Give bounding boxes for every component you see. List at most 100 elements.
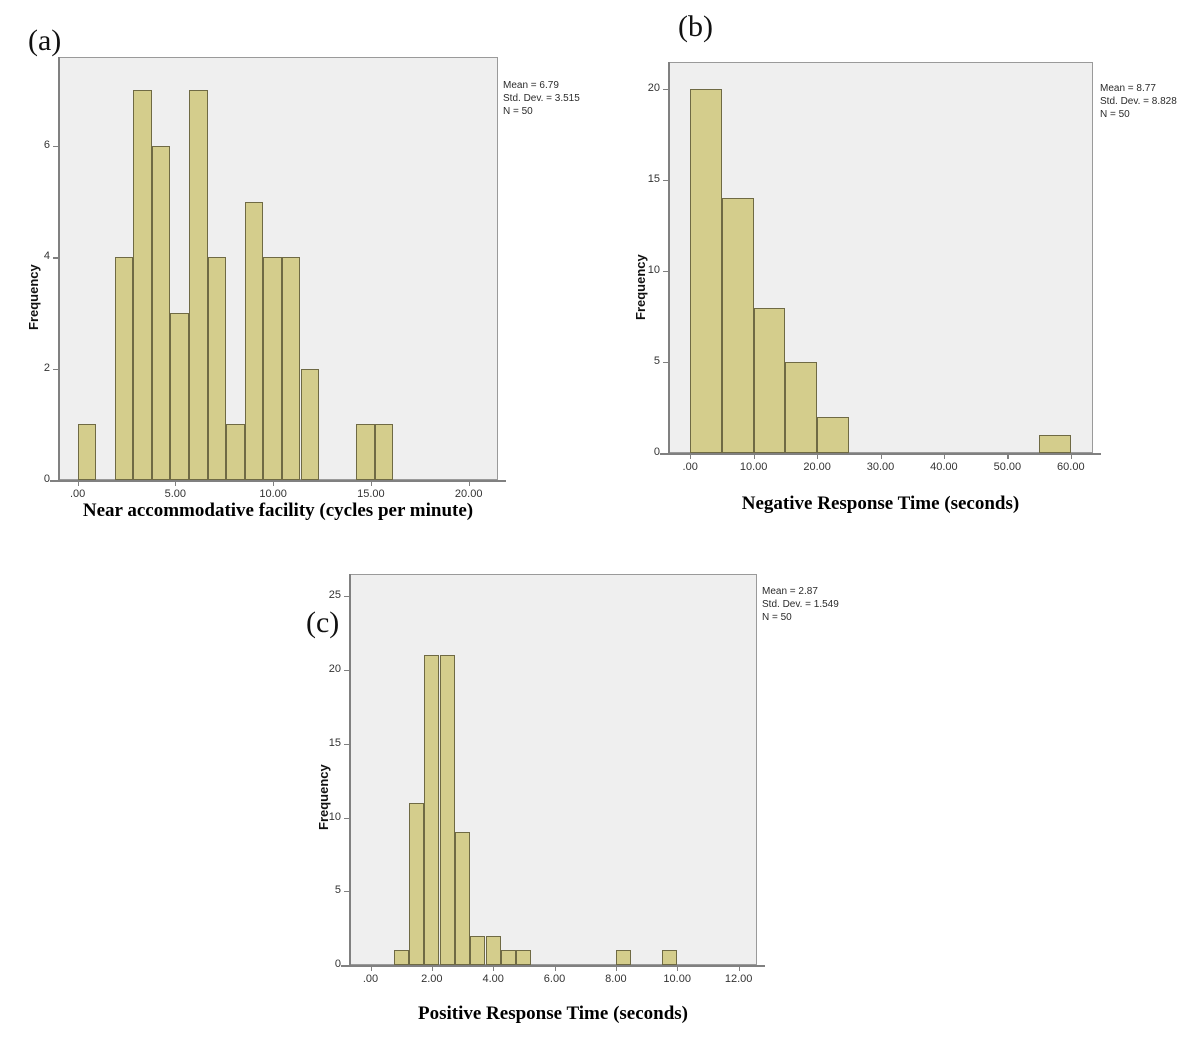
y-axis-tick-label: 25 <box>328 589 341 602</box>
x-axis-tick-label: .00 <box>69 488 86 500</box>
histogram-bar <box>189 90 208 480</box>
panel-b-mean: Mean = 8.77 <box>1100 83 1156 94</box>
panel-a-x-axis-label: Near accommodative facility (cycles per … <box>82 500 474 521</box>
x-axis-tick <box>370 480 373 486</box>
x-axis-tick-label: .00 <box>362 973 379 985</box>
x-axis-tick-label: 15.00 <box>357 488 385 500</box>
panel-b-x-axis-label: Negative Response Time (seconds) <box>741 493 1020 514</box>
panel-a-n: N = 50 <box>503 105 533 117</box>
histogram-bar <box>615 950 632 965</box>
panel-a-letter: (a) <box>28 24 62 57</box>
panel-a-std-dev: Std. Dev. = 3.515 <box>503 92 580 104</box>
x-axis-tick-label: .00 <box>682 461 698 473</box>
y-axis-tick-label: 4 <box>43 250 50 263</box>
y-axis-tick <box>344 743 350 745</box>
x-axis-tick-label: 2.00 <box>421 973 443 985</box>
x-axis-line <box>50 480 506 482</box>
x-axis-tick-label: 20.00 <box>803 461 831 473</box>
x-axis-tick <box>943 453 946 459</box>
x-axis-tick-label: 8.00 <box>605 973 627 985</box>
panel-c-n: N = 50 <box>762 611 792 623</box>
panel-b-std-dev: Std. Dev. = 8.828 <box>1100 95 1177 107</box>
x-axis-tick <box>753 453 755 459</box>
histogram-bar <box>661 950 678 965</box>
x-axis-tick-label: 10.00 <box>739 461 768 473</box>
histogram-bar <box>817 416 849 453</box>
y-axis-tick-label: 15 <box>647 173 660 186</box>
x-axis-tick <box>677 965 679 971</box>
y-axis-tick <box>344 596 350 598</box>
panel-c-x-axis-label: Positive Response Time (seconds) <box>417 1003 689 1024</box>
panel-c-mean: Mean = 2.87 <box>762 586 818 597</box>
panel-a-mean: Mean = 6.79 <box>503 80 559 91</box>
x-axis-tick <box>880 453 882 459</box>
x-axis-tick-label: 5.00 <box>164 488 186 500</box>
y-axis-line <box>58 57 60 480</box>
histogram-bar <box>151 146 171 480</box>
x-axis-tick <box>554 965 556 971</box>
histogram-bar <box>1039 434 1071 453</box>
y-axis-tick <box>53 146 59 148</box>
y-axis-tick <box>344 817 350 819</box>
histogram-bar <box>454 832 471 965</box>
x-axis-tick <box>690 453 692 459</box>
y-axis-tick-label: 0 <box>43 473 50 485</box>
x-axis-tick-label: 10.00 <box>259 488 287 500</box>
y-axis-tick <box>663 362 669 364</box>
x-axis-tick-label: 50.00 <box>993 461 1022 473</box>
y-axis-tick <box>663 89 669 91</box>
histogram-bar <box>114 257 134 480</box>
y-axis-tick-label: 20 <box>328 662 341 675</box>
x-axis-line <box>341 965 765 967</box>
y-axis-tick <box>344 965 350 967</box>
x-axis-tick <box>1007 453 1009 459</box>
panel-c-letter: (c) <box>306 606 340 639</box>
panel-b-n: N = 50 <box>1100 108 1130 120</box>
histogram-bar <box>485 935 501 965</box>
x-axis-tick <box>468 480 470 486</box>
y-axis-tick-label: 5 <box>653 355 660 368</box>
panel-c-stats-box: Mean = 2.87 Std. Dev. = 1.549 N = 50 <box>762 586 839 624</box>
x-axis-tick-label: 10.00 <box>663 973 691 985</box>
histogram-bar <box>470 935 486 965</box>
histogram-bar <box>753 307 786 453</box>
histogram-bar <box>374 424 394 480</box>
y-axis-line <box>349 574 351 965</box>
y-axis-tick <box>53 368 59 370</box>
x-axis-tick-label: 60.00 <box>1057 461 1085 473</box>
histogram-bar <box>690 89 722 453</box>
histogram-bar <box>300 368 320 480</box>
y-axis-tick <box>53 257 59 259</box>
y-axis-tick-label: 6 <box>43 139 50 152</box>
histogram-bar <box>263 257 282 480</box>
x-axis-tick <box>738 965 740 971</box>
histogram-bar <box>393 950 409 965</box>
y-axis-tick-label: 20 <box>647 82 660 95</box>
y-axis-tick <box>663 453 669 455</box>
x-axis-tick <box>1070 453 1072 459</box>
y-axis-tick-label: 0 <box>653 446 660 458</box>
x-axis-tick <box>615 965 618 971</box>
y-axis-tick-label: 5 <box>334 884 341 897</box>
histogram-bar <box>424 655 440 965</box>
y-axis-tick <box>663 271 669 273</box>
histogram-bar <box>516 950 532 965</box>
x-axis-tick-label: 4.00 <box>482 973 504 985</box>
histogram-bar <box>356 424 375 480</box>
histogram-bar <box>207 257 227 480</box>
y-axis-line <box>668 62 670 453</box>
histogram-bar <box>785 362 818 453</box>
y-axis-tick-label: 10 <box>647 264 660 277</box>
x-axis-tick-label: 6.00 <box>543 973 566 985</box>
histogram-bar <box>439 655 455 965</box>
x-axis-tick <box>370 965 372 971</box>
panel-b-letter: (b) <box>678 10 713 43</box>
x-axis-tick-label: 40.00 <box>930 461 958 473</box>
histogram-bar <box>721 198 754 453</box>
histogram-bar <box>244 201 264 480</box>
y-axis-tick <box>53 480 59 482</box>
panel-c-std-dev: Std. Dev. = 1.549 <box>762 598 839 610</box>
y-axis-tick-label: 2 <box>43 361 50 374</box>
panel-a-y-axis-label: Frequency <box>26 264 41 330</box>
x-axis-tick <box>175 480 177 486</box>
